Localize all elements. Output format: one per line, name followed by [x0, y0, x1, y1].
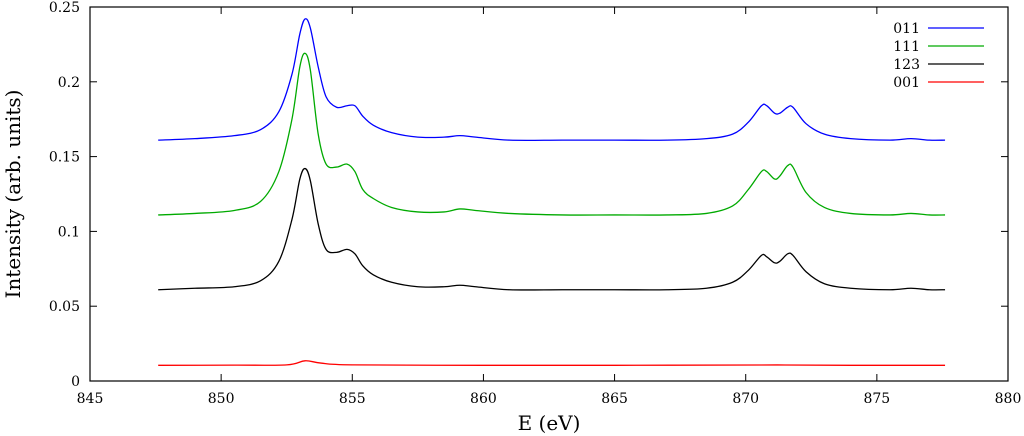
series-line-001	[158, 360, 946, 366]
y-tick-label: 0.2	[58, 75, 80, 91]
plot-frame	[89, 6, 1009, 382]
legend-label-011: 011	[893, 21, 920, 37]
legend-label-001: 001	[893, 75, 920, 91]
x-tick-label: 860	[470, 391, 497, 407]
x-tick-label: 865	[601, 391, 628, 407]
legend-label-123: 123	[893, 57, 920, 73]
series-line-111	[158, 52, 946, 216]
plot-area	[89, 6, 1009, 382]
x-tick-label: 870	[732, 391, 759, 407]
y-tick-label: 0	[71, 374, 80, 390]
series-line-011	[158, 18, 946, 142]
x-tick-label: 880	[995, 391, 1022, 407]
y-tick-label: 0.05	[49, 299, 80, 315]
x-tick-label: 845	[77, 391, 104, 407]
y-tick-label: 0.25	[49, 0, 80, 16]
y-tick-label: 0.1	[58, 224, 80, 240]
x-tick-label: 855	[339, 391, 366, 407]
y-axis-title: Intensity (arb. units)	[1, 90, 25, 299]
x-tick-label: 850	[208, 391, 235, 407]
legend: 011 111 123 001	[893, 21, 984, 91]
y-tick-label: 0.15	[49, 150, 80, 166]
x-axis: 845 850 855 860 865 870 875 880	[77, 7, 1022, 407]
legend-label-111: 111	[893, 39, 920, 55]
y-axis: 0 0.05 0.1 0.15 0.2 0.25	[49, 0, 1008, 390]
x-tick-label: 875	[863, 391, 890, 407]
series-group	[158, 18, 946, 366]
x-axis-title: E (eV)	[518, 411, 581, 435]
series-line-123	[158, 167, 946, 291]
